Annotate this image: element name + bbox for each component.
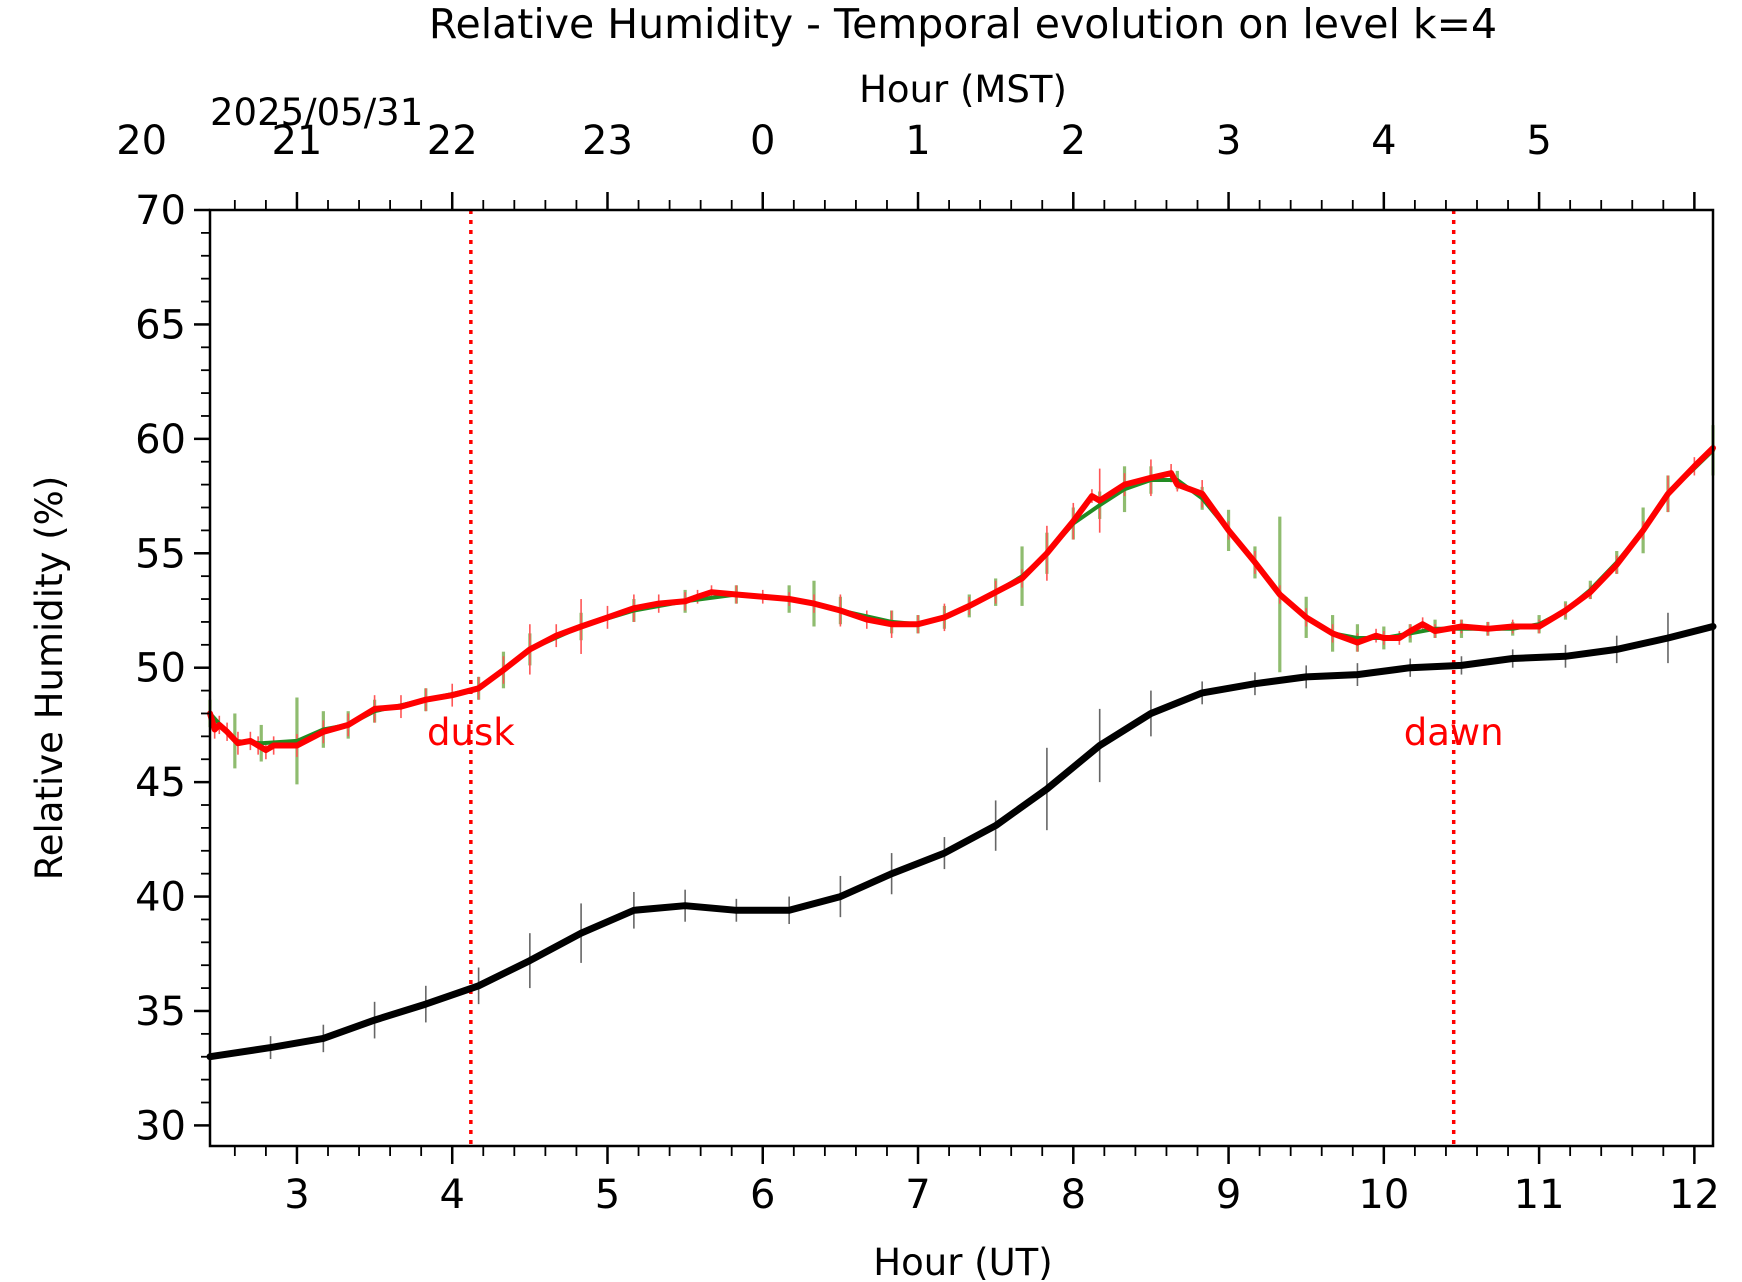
x-tick-label: 4 [439, 1172, 464, 1218]
x2-tick-label: 5 [1526, 118, 1551, 164]
x2-tick-label: 4 [1371, 118, 1396, 164]
chart-title: Relative Humidity - Temporal evolution o… [429, 0, 1497, 48]
annotation-label: dusk [427, 711, 515, 754]
x2-tick-label: 3 [1216, 118, 1241, 164]
x-axis-label: Hour (UT) [873, 1241, 1052, 1282]
y-tick-label: 70 [135, 188, 186, 234]
y-tick-label: 55 [135, 531, 186, 577]
x2-tick-label: 1 [905, 118, 930, 164]
y-tick-label: 35 [135, 989, 186, 1035]
x-tick-label: 9 [1216, 1172, 1241, 1218]
x-tick-label: 11 [1514, 1172, 1565, 1218]
x-tick-label: 8 [1061, 1172, 1086, 1218]
x-tick-label: 3 [284, 1172, 309, 1218]
x2-tick-label: 22 [427, 118, 478, 164]
y-axis-label: Relative Humidity (%) [28, 476, 71, 881]
y-tick-label: 60 [135, 417, 186, 463]
x2-tick-label: 20 [116, 118, 167, 164]
date-label: 2025/05/31 [210, 91, 423, 134]
x2-tick-label: 23 [582, 118, 633, 164]
annotation-label: dawn [1404, 711, 1504, 754]
x2-tick-label: 2 [1061, 118, 1086, 164]
y-tick-label: 30 [135, 1103, 186, 1149]
x2-tick-label: 0 [750, 118, 775, 164]
x-tick-label: 6 [750, 1172, 775, 1218]
plot-frame [208, 208, 1715, 1148]
x2-axis-label: Hour (MST) [859, 68, 1067, 111]
series-line [207, 445, 1716, 754]
y-tick-label: 50 [135, 646, 186, 692]
x-tick-label: 10 [1358, 1172, 1409, 1218]
y-tick-label: 65 [135, 302, 186, 348]
y-tick-label: 45 [135, 760, 186, 806]
x-tick-label: 5 [595, 1172, 620, 1218]
y-tick-label: 40 [135, 875, 186, 921]
x2-tick-label: 21 [271, 118, 322, 164]
x-tick-label: 12 [1669, 1172, 1720, 1218]
series-line [206, 623, 1717, 1061]
x-tick-label: 7 [905, 1172, 930, 1218]
